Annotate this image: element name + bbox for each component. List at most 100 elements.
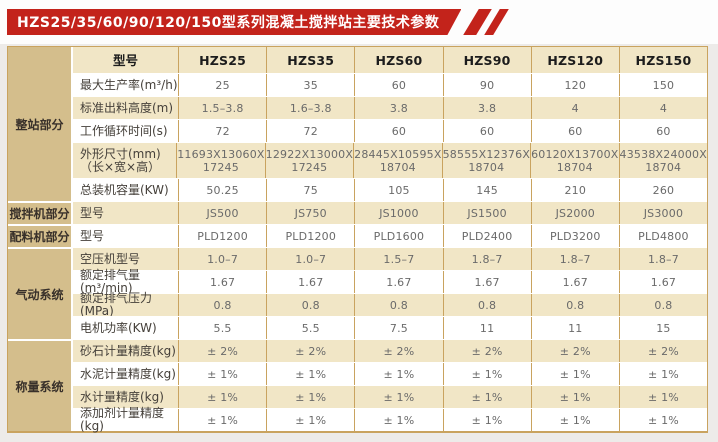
value-cell: 28445X10595X 18704 <box>354 143 443 178</box>
value-cell: 1.67 <box>179 271 268 293</box>
table-row: 水计量精度(kg) ± 1% ± 1% ± 1% ± 1% ± 1% ± 1% <box>73 385 707 408</box>
value-cell: 1.67 <box>444 271 532 293</box>
value-cell: 1.6–3.8 <box>267 97 356 119</box>
value-cell: ± 1% <box>444 386 532 408</box>
value-cell: 4 <box>532 97 620 119</box>
value-cell: 1.67 <box>355 271 444 293</box>
value-cell: 3.8 <box>444 97 532 119</box>
table-row: 最大生产率(m³/h) 25 35 60 90 120 150 <box>73 73 707 96</box>
table-row: 空压机型号 1.0–7 1.0–7 1.5–7 1.8–7 1.8–7 1.8–7 <box>73 247 707 270</box>
value-cell: 35 <box>267 74 356 96</box>
value-cell: 60 <box>355 74 444 96</box>
value-cell: ± 1% <box>532 409 620 431</box>
value-cell: ± 1% <box>647 367 679 381</box>
value-cell: ± 2% <box>532 340 620 362</box>
table-row: 总装机容量(KW) 50.25 75 105 145 210 260 <box>73 178 707 201</box>
header-row: 型号 HZS25 HZS35 HZS60 HZS90 HZS120 HZS150 <box>73 47 707 73</box>
value-cell: 1.5–3.8 <box>179 97 268 119</box>
param-label-cell: 空压机型号 <box>73 248 179 270</box>
param-label-cell: 水计量精度(kg) <box>73 386 179 408</box>
value-cell: JS1500 <box>444 202 532 224</box>
value-cell: 120 <box>532 74 620 96</box>
param-label-cell: 砂石计量精度(kg) <box>73 340 179 362</box>
value-cell: 15 <box>656 321 671 335</box>
param-label-cell: 型号 <box>73 202 179 224</box>
model-header-cell: HZS25 <box>179 47 268 73</box>
value-cell: 75 <box>267 179 356 201</box>
value-cell: ± 1% <box>179 386 268 408</box>
group-label-cell: 配料机部分 <box>8 224 71 247</box>
main-grid: 型号 HZS25 HZS35 HZS60 HZS90 HZS120 HZS150 最大生产率(… <box>73 47 707 433</box>
value-cell: 60 <box>444 120 532 142</box>
table-row: 砂石计量精度(kg) ± 2% ± 2% ± 2% ± 2% ± 2% ± 2% <box>73 339 707 362</box>
table-row: 额定排气压力(MPa) 0.8 0.8 0.8 0.8 0.8 0.8 <box>73 292 707 318</box>
table-row: 工作循环时间(s) 72 72 60 60 60 60 <box>73 119 707 142</box>
value-cell: 7.5 <box>355 317 444 339</box>
value-cell: 12922X13000X 17245 <box>266 143 355 178</box>
value-cell: 60120X13700X 18704 <box>531 143 620 178</box>
value-cell: 1.67 <box>267 271 356 293</box>
param-label-cell: 总装机容量(KW) <box>73 179 179 201</box>
param-label-cell: 添加剂计量精度(kg) <box>73 407 179 433</box>
param-label-cell: 额定排气量(m³/min) <box>73 269 179 295</box>
value-cell: 0.8 <box>532 294 620 316</box>
value-cell: PLD3200 <box>532 225 620 247</box>
table-row: 型号 PLD1200 PLD1200 PLD1600 PLD2400 PLD3200 PLD… <box>73 224 707 247</box>
value-cell: 260 <box>652 183 675 197</box>
value-cell: ± 1% <box>179 409 268 431</box>
value-cell: 60 <box>355 120 444 142</box>
spec-table: 整站部分 搅拌机部分 配料机部分 气动系统 称量系统 型号 HZS25 HZS35 HZS60… <box>7 46 708 433</box>
value-cell: 11 <box>444 317 532 339</box>
title-banner: HZS25/35/60/90/120/150型系列混凝土搅拌站主要技术参数 <box>7 9 510 35</box>
value-cell: 90 <box>444 74 532 96</box>
value-cell: 1.8–7 <box>532 248 620 270</box>
value-cell: 0.8 <box>355 294 444 316</box>
model-header-cell: HZS150 <box>635 52 692 68</box>
page-title: HZS25/35/60/90/120/150型系列混凝土搅拌站主要技术参数 <box>7 9 461 35</box>
value-cell: 11693X13060X 17245 <box>177 143 266 178</box>
corner-header-cell: 型号 <box>73 47 179 73</box>
value-cell: JS2000 <box>532 202 620 224</box>
value-cell: PLD1200 <box>179 225 268 247</box>
value-cell: 1.5–7 <box>355 248 444 270</box>
value-cell: 210 <box>532 179 620 201</box>
value-cell: PLD2400 <box>444 225 532 247</box>
param-label-cell: 工作循环时间(s) <box>73 120 179 142</box>
table-row: 外形尺寸(mm) （长×宽×高） 11693X13060X 17245 12922X… <box>73 142 707 178</box>
param-label-cell: 电机功率(KW) <box>73 317 179 339</box>
value-cell: PLD4800 <box>638 229 689 243</box>
value-cell: ± 1% <box>647 413 679 427</box>
param-label-cell: 型号 <box>73 225 179 247</box>
value-cell: 0.8 <box>267 294 356 316</box>
value-cell: 1.67 <box>532 271 620 293</box>
model-header-cell: HZS120 <box>532 47 620 73</box>
value-cell: 72 <box>267 120 356 142</box>
group-label-cell: 气动系统 <box>8 247 71 339</box>
value-cell: PLD1200 <box>267 225 356 247</box>
value-cell: 58555X12376X 18704 <box>443 143 532 178</box>
value-cell: ± 2% <box>267 340 356 362</box>
value-cell: ± 1% <box>179 363 268 385</box>
value-cell: ± 1% <box>267 409 356 431</box>
value-cell: ± 2% <box>355 340 444 362</box>
param-label-cell: 额定排气压力(MPa) <box>73 292 179 318</box>
value-cell: 1.0–7 <box>179 248 268 270</box>
value-cell: 3.8 <box>355 97 444 119</box>
group-label-cell: 搅拌机部分 <box>8 201 71 224</box>
group-column: 整站部分 搅拌机部分 配料机部分 气动系统 称量系统 <box>8 47 73 431</box>
value-cell: 1.8–7 <box>647 252 679 266</box>
value-cell: ± 1% <box>267 386 356 408</box>
value-cell: 11 <box>532 317 620 339</box>
value-cell: 150 <box>652 78 675 92</box>
value-cell: ± 2% <box>444 340 532 362</box>
value-cell: PLD1600 <box>355 225 444 247</box>
param-label-cell: 水泥计量精度(kg) <box>73 363 179 385</box>
group-label-cell: 称量系统 <box>8 339 71 431</box>
table-row: 电机功率(KW) 5.5 5.5 7.5 11 11 15 <box>73 316 707 339</box>
param-label-cell: 标准出料高度(m) <box>73 97 179 119</box>
value-cell: JS750 <box>267 202 356 224</box>
value-cell: 1.0–7 <box>267 248 356 270</box>
table-row: 标准出料高度(m) 1.5–3.8 1.6–3.8 3.8 3.8 4 4 <box>73 96 707 119</box>
value-cell: ± 1% <box>355 363 444 385</box>
value-cell: 5.5 <box>179 317 268 339</box>
